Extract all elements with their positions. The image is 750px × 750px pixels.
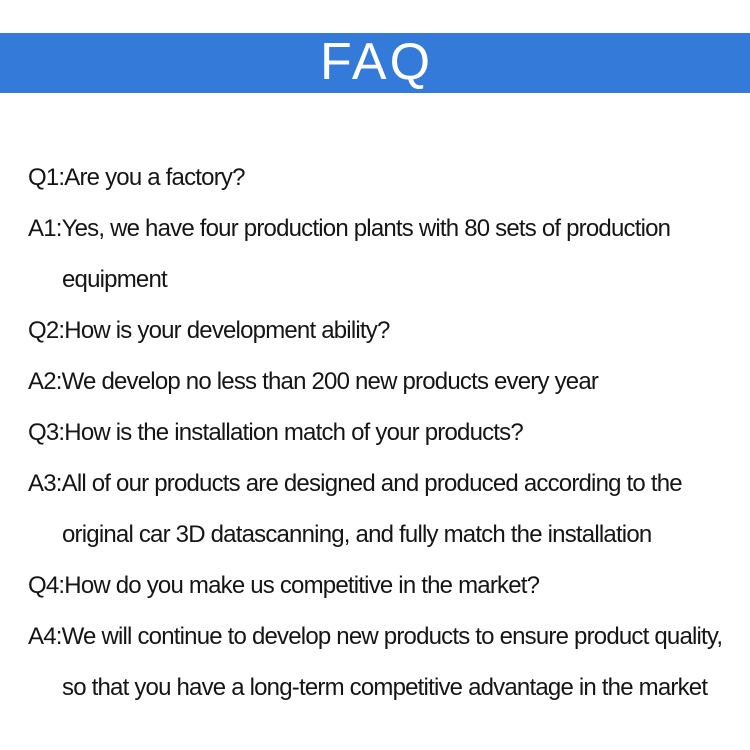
faq-line-q1: Q1:Are you a factory? (28, 164, 245, 191)
faq-banner: FAQ (0, 33, 750, 93)
faq-line-a3: A3:All of our products are designed and … (28, 470, 683, 497)
faq-line-a1-cont: equipment (62, 266, 168, 293)
faq-content: Q1:Are you a factory? A1:Yes, we have fo… (0, 152, 750, 713)
faq-line-q4: Q4:How do you make us competitive in the… (28, 572, 540, 599)
faq-line-q3: Q3:How is the installation match of your… (28, 419, 524, 446)
faq-line-a4-cont: so that you have a long-term competitive… (62, 674, 708, 701)
page-title: FAQ (319, 33, 434, 91)
faq-line-a1: A1:Yes, we have four production plants w… (28, 215, 671, 242)
faq-line-a3-cont: original car 3D datascanning, and fully … (62, 521, 652, 548)
faq-line-a4: A4:We will continue to develop new produ… (28, 623, 723, 650)
faq-line-a2: A2:We develop no less than 200 new produ… (28, 368, 599, 395)
faq-line-q2: Q2:How is your development ability? (28, 317, 390, 344)
